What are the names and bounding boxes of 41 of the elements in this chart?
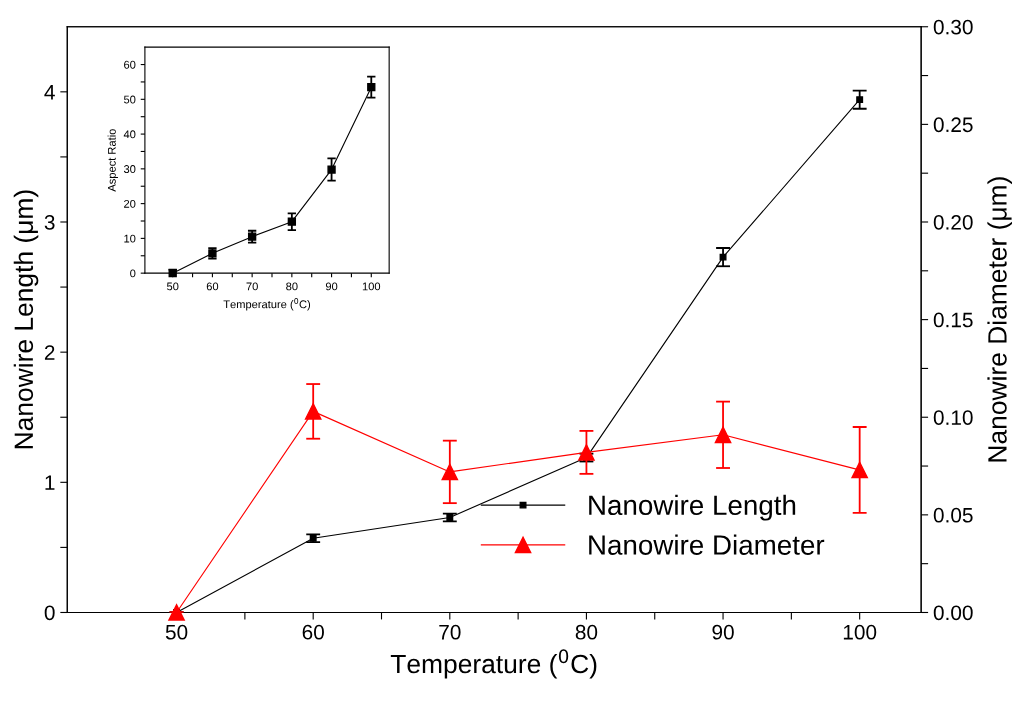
point bbox=[168, 604, 185, 621]
x-axis-title: Temperature ($^{0}$C) bbox=[390, 649, 597, 679]
y2-tick-label: 0.25 bbox=[933, 117, 973, 133]
y2-tick-label: 0.30 bbox=[933, 19, 973, 35]
y2-tick-label: 0.10 bbox=[933, 410, 973, 425]
y-tick-label: 40 bbox=[123, 130, 136, 139]
y-tick-label: 2 bbox=[44, 345, 55, 360]
point bbox=[327, 165, 336, 174]
y2-tick-label: 0.20 bbox=[933, 215, 973, 230]
x-tick-label: 50 bbox=[165, 624, 188, 640]
x-tick-label: 100 bbox=[362, 282, 381, 291]
y-tick-label: 0 bbox=[44, 605, 55, 621]
y2-axis-title: Nanowire Diameter (μm) bbox=[987, 177, 1012, 462]
y2-tick-label: 0.15 bbox=[933, 312, 973, 328]
x-axis-title: Temperature ($^{0}$C) bbox=[223, 298, 311, 311]
x-tick-label: 90 bbox=[712, 624, 734, 640]
y-tick-label: 3 bbox=[44, 215, 55, 230]
x-tick-label: 50 bbox=[166, 282, 179, 291]
y-axis-title: Aspect Ratio bbox=[107, 129, 118, 192]
y-tick-label: 4 bbox=[44, 85, 55, 100]
y-tick-label: 0 bbox=[130, 269, 136, 278]
legend-label: Nanowire Diameter bbox=[589, 534, 825, 555]
x-tick-label: 70 bbox=[246, 282, 258, 291]
y2-tick-label: 0.00 bbox=[933, 605, 973, 621]
point bbox=[578, 444, 595, 461]
x-tick-label: 100 bbox=[843, 624, 877, 640]
y-tick-label: 20 bbox=[124, 199, 136, 208]
y-tick-label: 1 bbox=[45, 475, 55, 490]
x-tick-label: 80 bbox=[575, 624, 598, 640]
y-tick-label: 60 bbox=[124, 60, 136, 69]
x-tick-label: 80 bbox=[286, 282, 298, 291]
x-tick-label: 60 bbox=[206, 282, 219, 291]
y-tick-label: 10 bbox=[124, 234, 136, 243]
y2-tick-label: 0.05 bbox=[933, 507, 973, 523]
legend-label: Nanowire Length bbox=[589, 494, 796, 521]
x-tick-label: 70 bbox=[439, 624, 461, 640]
y-tick-label: 30 bbox=[123, 165, 136, 173]
x-tick-label: 60 bbox=[302, 624, 324, 640]
y-axis-title: Nanowire Length (μm) bbox=[13, 190, 39, 449]
y-tick-label: 50 bbox=[123, 95, 136, 104]
x-tick-label: 90 bbox=[325, 282, 338, 291]
